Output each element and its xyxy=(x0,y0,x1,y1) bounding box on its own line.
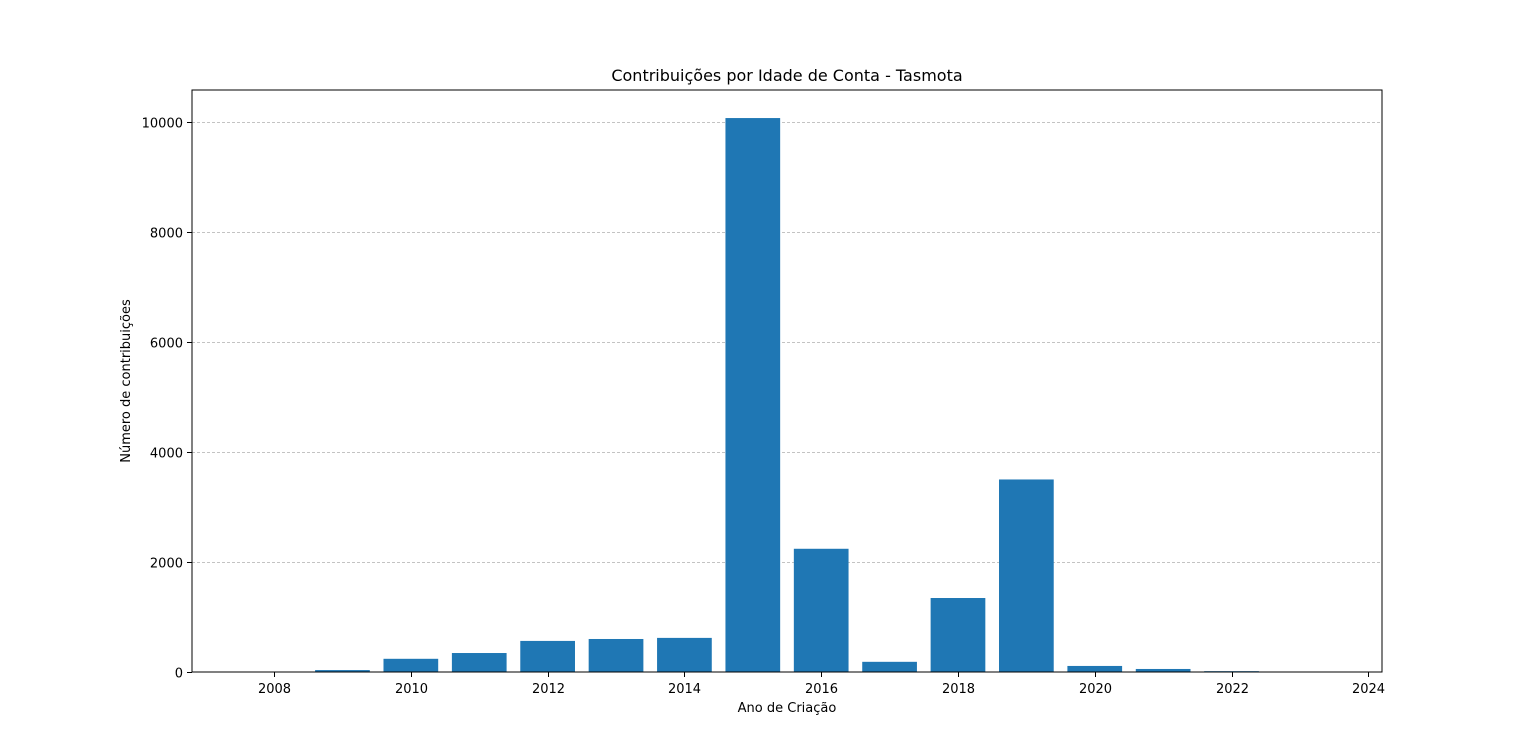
bar-2020 xyxy=(1067,665,1123,672)
x-tick-label: 2016 xyxy=(805,682,838,697)
y-tick-label: 6000 xyxy=(150,337,183,352)
x-tick-label: 2012 xyxy=(532,682,565,697)
bar-2018 xyxy=(930,598,986,672)
bar-2014 xyxy=(657,637,712,672)
y-axis-label: Número de contribuições xyxy=(119,299,134,463)
y-gridlines xyxy=(192,122,1382,563)
x-tick-label: 2018 xyxy=(942,682,975,697)
x-axis-ticks: 2008 2010 2012 2014 2016 2018 2020 2022 2024 xyxy=(258,672,1385,697)
chart-title: Contribuições por Idade de Conta - Tasmo… xyxy=(611,66,962,85)
bar-2009 xyxy=(315,670,370,672)
y-tick-label: 10000 xyxy=(142,117,183,132)
bar-2017 xyxy=(862,661,917,672)
bar-2011 xyxy=(451,653,507,672)
bar-2021 xyxy=(1135,668,1191,672)
bar-2013 xyxy=(588,638,644,672)
x-tick-label: 2020 xyxy=(1079,682,1112,697)
x-tick-label: 2022 xyxy=(1216,682,1249,697)
bar-2012 xyxy=(520,640,575,672)
y-tick-label: 0 xyxy=(175,667,183,682)
y-tick-label: 2000 xyxy=(150,557,183,572)
x-tick-label: 2014 xyxy=(668,682,701,697)
x-tick-label: 2008 xyxy=(258,682,291,697)
x-tick-label: 2024 xyxy=(1352,682,1385,697)
plot-frame xyxy=(191,89,1383,673)
bar-2016 xyxy=(793,548,849,672)
bar-2010 xyxy=(383,658,439,672)
y-tick-label: 4000 xyxy=(150,447,183,462)
bar-2019 xyxy=(999,479,1054,672)
x-axis-label: Ano de Criação xyxy=(738,701,837,716)
x-tick-label: 2010 xyxy=(395,682,428,697)
y-tick-label: 8000 xyxy=(150,227,183,242)
y-axis-ticks: 0 2000 4000 6000 8000 10000 xyxy=(142,117,192,682)
bars xyxy=(246,118,1328,673)
bar-2015 xyxy=(725,118,781,673)
